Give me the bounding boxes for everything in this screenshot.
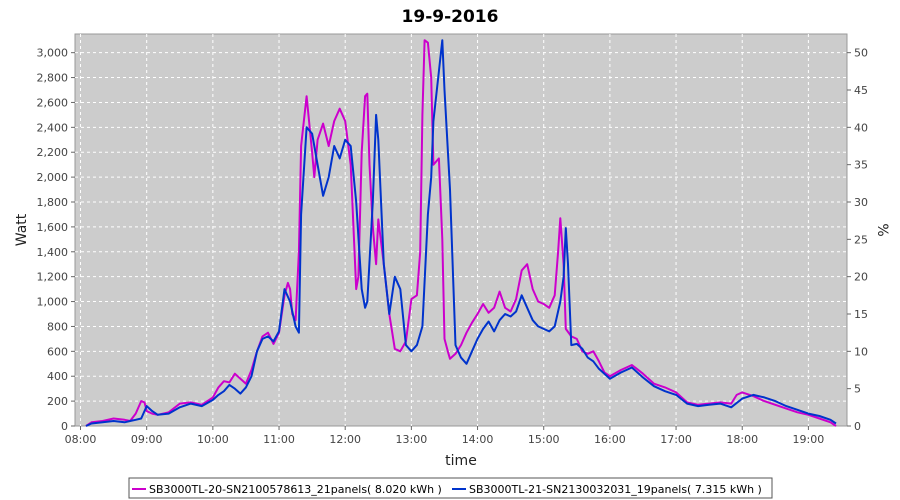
y-tick-label: 2,400 [37,121,69,134]
x-tick-label: 08:00 [65,433,97,446]
x-tick-label: 16:00 [594,433,626,446]
y-tick-label: 1,800 [37,196,69,209]
series-lines [85,39,837,427]
x-tick-label: 13:00 [396,433,428,446]
y-tick-label: 200 [47,395,68,408]
series-line-0 [85,39,837,427]
y-axis-left: 0 200 400 600 800 1,000 1,200 1,400 1,600 1,800 2,… [37,47,75,433]
y2-tick-label: 20 [854,271,868,284]
grid-lines [75,34,847,426]
y2-tick-label: 45 [854,84,868,97]
y-tick-label: 2,000 [37,171,69,184]
y-tick-label: 400 [47,370,68,383]
x-tick-label: 15:00 [528,433,560,446]
y-tick-label: 2,200 [37,146,69,159]
chart-title: 19-9-2016 [402,7,499,27]
y2-tick-label: 40 [854,121,868,134]
y2-tick-label: 10 [854,345,868,358]
y-tick-label: 600 [47,345,68,358]
y2-tick-label: 0 [854,420,861,433]
x-tick-label: 18:00 [726,433,758,446]
y-tick-label: 0 [61,420,68,433]
y2-tick-label: 15 [854,308,868,321]
y-tick-label: 1,600 [37,221,69,234]
plot-area [74,33,848,427]
x-tick-label: 19:00 [793,433,825,446]
y-tick-label: 2,800 [37,72,69,85]
y2-axis-label: % [874,223,890,236]
y-tick-label: 1,000 [37,296,69,309]
x-tick-label: 12:00 [329,433,361,446]
legend-item-label: SB3000TL-21-SN2130032031_19panels( 7.315… [469,483,762,496]
x-tick-label: 17:00 [660,433,692,446]
legend-item-label: SB3000TL-20-SN2100578613_21panels( 8.020… [149,483,442,496]
y-axis-label: Watt [14,213,30,246]
x-tick-label: 11:00 [263,433,295,446]
y2-tick-label: 50 [854,47,868,60]
y2-tick-label: 35 [854,159,868,172]
y2-tick-label: 25 [854,233,868,246]
y-tick-label: 3,000 [37,47,69,60]
y-axis-right: 0 5 10 15 20 25 30 35 40 45 50 [847,47,868,433]
y-tick-label: 1,200 [37,271,69,284]
x-tick-label: 09:00 [131,433,163,446]
x-tick-label: 10:00 [197,433,229,446]
legend: SB3000TL-20-SN2100578613_21panels( 8.020… [132,483,762,496]
y2-tick-label: 30 [854,196,868,209]
y2-tick-label: 5 [854,383,861,396]
series-line-1 [85,39,837,427]
legend-box [128,477,773,499]
x-tick-label: 14:00 [462,433,494,446]
y-tick-label: 800 [47,320,68,333]
y-tick-label: 1,400 [37,246,69,259]
y-tick-label: 2,600 [37,96,69,109]
x-axis: 08:00 09:00 10:00 11:00 12:00 13:00 14:00 15:00… [65,426,825,446]
x-axis-label: time [445,453,477,469]
